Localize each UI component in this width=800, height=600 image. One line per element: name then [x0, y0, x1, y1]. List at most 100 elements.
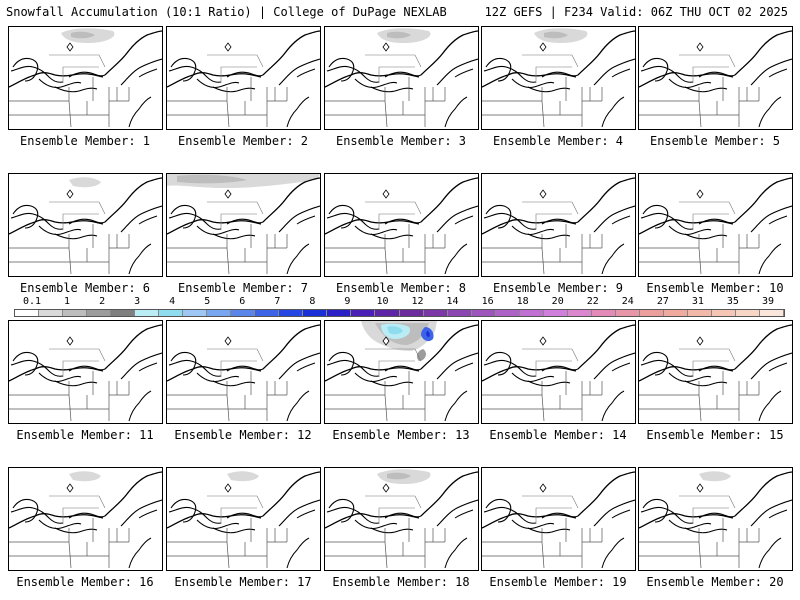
basemap-lines — [482, 30, 635, 128]
basemap-lines — [325, 30, 478, 128]
snowfall-shading — [361, 321, 437, 361]
ensemble-map-panel — [8, 320, 163, 424]
ensemble-map-panel — [8, 26, 163, 130]
ensemble-map-panel — [166, 467, 321, 571]
map-svg — [9, 28, 162, 128]
snowfall-shading — [377, 469, 431, 484]
colorbar-tick-label: 8 — [309, 296, 316, 307]
colorbar-swatch — [159, 310, 184, 316]
map-svg — [639, 471, 792, 569]
colorbar-swatch — [615, 310, 640, 316]
map-svg — [482, 28, 635, 128]
ensemble-member-label: Ensemble Member: 11 — [16, 428, 154, 442]
colorbar-tick-label: 16 — [481, 296, 494, 307]
basemap-lines — [167, 471, 320, 569]
basemap-lines — [9, 30, 162, 128]
basemap-lines — [167, 324, 320, 422]
map-svg — [167, 174, 320, 275]
basemap-lines — [9, 471, 162, 569]
map-svg — [325, 321, 478, 422]
colorbar — [14, 309, 785, 317]
snowfall-shading — [534, 28, 588, 43]
colorbar-swatch — [759, 310, 784, 316]
ensemble-map-panel — [324, 26, 479, 130]
colorbar-swatch — [327, 310, 352, 316]
ensemble-map-panel — [638, 173, 793, 277]
colorbar-tick-label: 7 — [274, 296, 281, 307]
colorbar-swatch — [567, 310, 592, 316]
colorbar-swatch — [183, 310, 208, 316]
colorbar-tick-label: 35 — [726, 296, 739, 307]
ensemble-member-label: Ensemble Member: 17 — [174, 575, 312, 589]
colorbar-swatch — [87, 310, 112, 316]
basemap-lines — [639, 177, 792, 275]
colorbar-swatch — [399, 310, 424, 316]
colorbar-swatch — [255, 310, 280, 316]
map-svg — [639, 324, 792, 422]
colorbar-swatch — [663, 310, 688, 316]
ensemble-map-panel — [324, 467, 479, 571]
basemap-lines — [325, 324, 478, 422]
map-title: Snowfall Accumulation (10:1 Ratio) | Col… — [6, 5, 447, 19]
ensemble-map-panel — [166, 173, 321, 277]
colorbar-swatch — [735, 310, 760, 316]
ensemble-map-panel — [324, 173, 479, 277]
ensemble-map-panel — [638, 467, 793, 571]
colorbar-tick-label: 12 — [411, 296, 424, 307]
colorbar-tick-label: 0.1 — [22, 296, 42, 307]
colorbar-swatch — [351, 310, 376, 316]
colorbar-tick-label: 39 — [761, 296, 775, 307]
colorbar-swatch — [135, 310, 160, 316]
colorbar-tick-label: 5 — [204, 296, 211, 307]
ensemble-member-label: Ensemble Member: 16 — [16, 575, 154, 589]
ensemble-map-panel — [166, 26, 321, 130]
basemap-lines — [482, 324, 635, 422]
ensemble-map-panel — [481, 467, 636, 571]
colorbar-tick-label: 2 — [99, 296, 106, 307]
ensemble-map-panel — [481, 173, 636, 277]
snowfall-shading — [61, 28, 115, 43]
ensemble-member-label: Ensemble Member: 15 — [646, 428, 784, 442]
map-svg — [325, 177, 478, 275]
ensemble-member-label: Ensemble Member: 1 — [19, 134, 151, 148]
ensemble-member-label: Ensemble Member: 19 — [489, 575, 627, 589]
basemap-lines — [9, 177, 162, 275]
colorbar-swatch — [375, 310, 400, 316]
ensemble-member-label: Ensemble Member: 5 — [649, 134, 781, 148]
ensemble-member-label: Ensemble Member: 2 — [177, 134, 309, 148]
snowfall-shading — [167, 174, 320, 188]
colorbar-swatch — [687, 310, 712, 316]
colorbar-swatch — [471, 310, 496, 316]
colorbar-tick-label: 14 — [446, 296, 459, 307]
colorbar-tick-label: 4 — [169, 296, 176, 307]
snowfall-shading — [69, 177, 101, 188]
ensemble-map-panel — [638, 26, 793, 130]
map-svg — [9, 324, 162, 422]
colorbar-tick-label: 20 — [551, 296, 564, 307]
ensemble-map-panel — [481, 26, 636, 130]
map-svg — [482, 324, 635, 422]
colorbar-swatch — [423, 310, 448, 316]
colorbar-swatch — [39, 310, 64, 316]
basemap-lines — [167, 177, 320, 275]
map-svg — [325, 469, 478, 569]
colorbar-swatch — [63, 310, 88, 316]
basemap-lines — [482, 177, 635, 275]
ensemble-member-label: Ensemble Member: 12 — [174, 428, 312, 442]
colorbar-swatch — [111, 310, 136, 316]
map-svg — [639, 177, 792, 275]
ensemble-member-label: Ensemble Member: 4 — [492, 134, 624, 148]
colorbar-tick-label: 31 — [691, 296, 704, 307]
colorbar-tick-label: 18 — [516, 296, 529, 307]
snowfall-shading — [377, 28, 431, 43]
snowfall-shading — [699, 471, 731, 482]
colorbar-swatch — [279, 310, 304, 316]
colorbar-swatch — [591, 310, 616, 316]
ensemble-member-label: Ensemble Member: 13 — [332, 428, 470, 442]
map-svg — [482, 471, 635, 569]
basemap-lines — [639, 30, 792, 128]
ensemble-member-label: Ensemble Member: 18 — [332, 575, 470, 589]
map-svg — [167, 324, 320, 422]
colorbar-tick-label: 24 — [621, 296, 634, 307]
ensemble-member-label: Ensemble Member: 3 — [335, 134, 467, 148]
